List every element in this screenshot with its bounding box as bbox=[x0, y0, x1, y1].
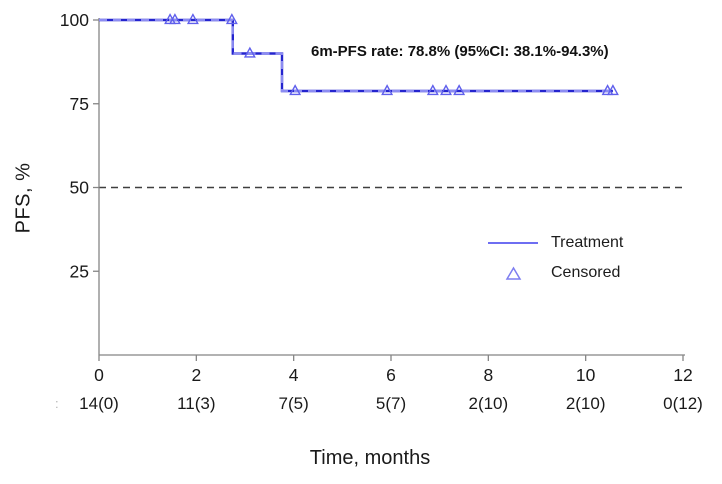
legend-label-censored: Censored bbox=[551, 264, 621, 281]
at-risk-value: 5(7) bbox=[376, 394, 406, 413]
censored-mark bbox=[243, 46, 256, 58]
at-risk-row-prefix: : bbox=[55, 396, 59, 411]
censored-mark bbox=[381, 84, 394, 96]
legend-label-treatment: Treatment bbox=[551, 234, 624, 251]
x-tick-label: 8 bbox=[483, 365, 493, 385]
pfs-rate-annotation: 6m-PFS rate: 78.8% (95%CI: 38.1%-94.3%) bbox=[311, 43, 609, 60]
at-risk-value: 11(3) bbox=[177, 394, 215, 413]
legend-swatch-censored bbox=[488, 266, 538, 281]
x-tick-label: 2 bbox=[191, 365, 201, 385]
censored-mark bbox=[426, 84, 439, 96]
x-tick-label: 4 bbox=[289, 365, 299, 385]
y-tick-label: 75 bbox=[70, 94, 89, 114]
treatment-line-icon bbox=[488, 242, 538, 244]
censored-mark bbox=[440, 84, 452, 96]
legend-entry-censored: Censored bbox=[488, 262, 623, 284]
legend-swatch-treatment bbox=[488, 242, 538, 244]
censored-mark bbox=[168, 13, 181, 25]
censored-mark bbox=[606, 84, 619, 96]
x-axis-title: Time, months bbox=[309, 447, 431, 469]
at-risk-value: 2(10) bbox=[566, 394, 606, 413]
legend: Treatment Censored bbox=[488, 232, 623, 292]
censored-mark bbox=[453, 84, 466, 96]
legend-entry-treatment: Treatment bbox=[488, 232, 623, 254]
x-tick-label: 12 bbox=[673, 365, 692, 385]
km-step-line-dash-overlay bbox=[99, 18, 613, 93]
y-axis-title: PFS, % bbox=[12, 162, 35, 234]
x-tick-label: 0 bbox=[94, 365, 104, 385]
at-risk-value: 0(12) bbox=[663, 394, 703, 413]
at-risk-value: 2(10) bbox=[468, 394, 508, 413]
x-tick-label: 10 bbox=[576, 365, 596, 385]
censored-mark bbox=[289, 84, 302, 96]
x-tick-label: 6 bbox=[386, 365, 396, 385]
censored-triangle-icon bbox=[505, 266, 521, 280]
at-risk-value: 7(5) bbox=[279, 394, 309, 413]
at-risk-value: 14(0) bbox=[79, 394, 119, 413]
y-tick-label: 100 bbox=[60, 10, 89, 30]
censored-mark bbox=[186, 13, 199, 25]
y-tick-label: 25 bbox=[70, 261, 89, 281]
censored-mark bbox=[225, 13, 238, 25]
y-tick-label: 50 bbox=[70, 178, 90, 198]
